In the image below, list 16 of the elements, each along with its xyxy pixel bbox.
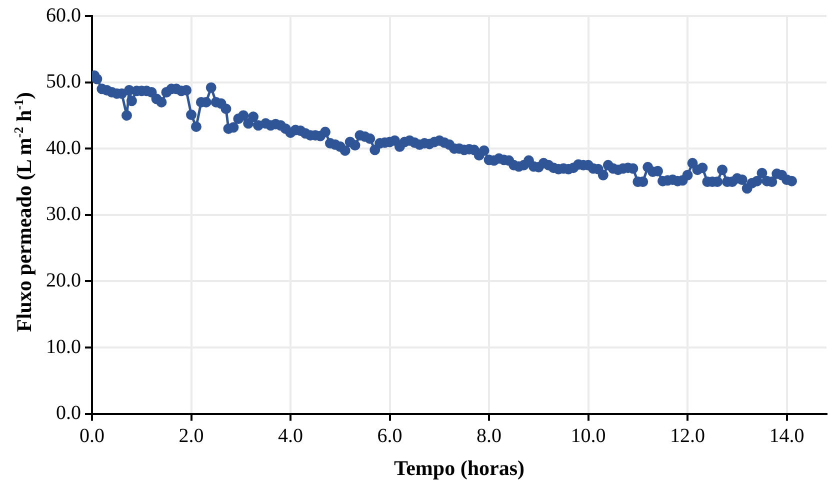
x-axis-title: Tempo (horas): [394, 456, 524, 480]
x-tick-label: 6.0: [377, 425, 402, 448]
y-tick-label: 30.0: [46, 203, 81, 226]
y-tick-label: 20.0: [46, 269, 81, 292]
x-tick-label: 4.0: [278, 425, 304, 448]
x-tick-label: 8.0: [476, 425, 502, 448]
y-tick-label: 10.0: [46, 336, 81, 358]
y-tick-label: 50.0: [46, 70, 81, 93]
x-tick-label: 14.0: [769, 425, 804, 448]
y-tick-label: 40.0: [46, 136, 81, 159]
y-tick-label: 0.0: [56, 402, 81, 424]
x-tick-label: 0.0: [80, 425, 104, 448]
x-tick-label: 10.0: [570, 425, 606, 448]
x-tick-label: 12.0: [670, 425, 706, 448]
y-tick-label: 60.0: [46, 4, 81, 26]
x-tick-label: 2.0: [178, 425, 204, 448]
